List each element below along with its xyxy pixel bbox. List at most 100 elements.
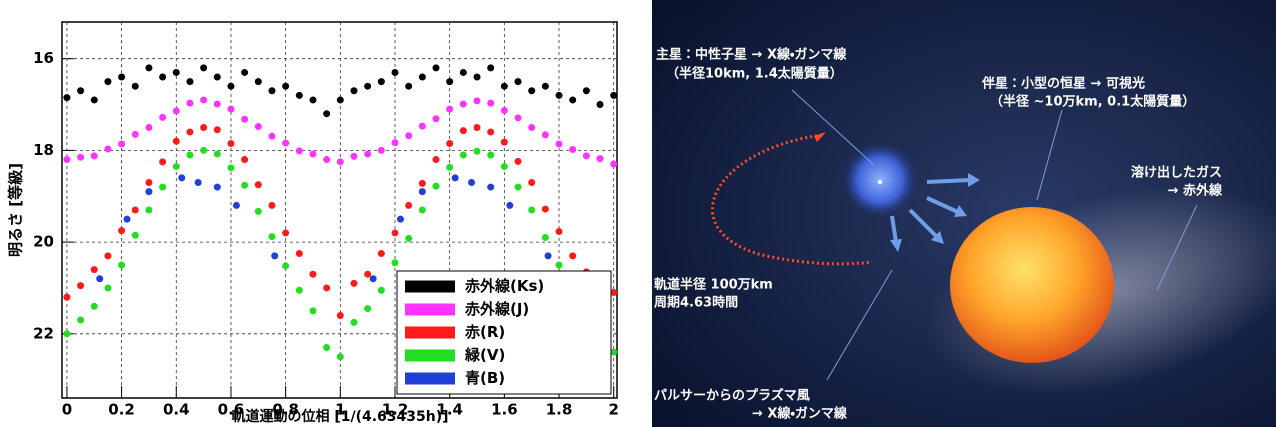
data-point (309, 151, 316, 158)
data-point (200, 124, 207, 131)
data-point (583, 87, 590, 94)
data-point (542, 83, 549, 90)
data-point (460, 69, 467, 76)
label-primary: 主星：中性子星 → X線・ガンマ線 (656, 47, 847, 63)
data-point (200, 147, 207, 154)
data-point (405, 83, 412, 90)
x-tick-label: 0 (62, 401, 72, 419)
data-point (542, 131, 549, 138)
y-tick-label: 20 (33, 233, 54, 251)
data-point (487, 151, 494, 158)
data-point (255, 208, 262, 215)
data-point (405, 202, 412, 209)
data-point (350, 280, 357, 287)
data-point (542, 234, 549, 241)
data-point (337, 96, 344, 103)
data-point (214, 151, 221, 158)
x-tick-label: 0.4 (163, 401, 190, 419)
data-point (446, 164, 453, 171)
data-point (255, 78, 262, 85)
data-point (378, 250, 385, 257)
data-point (419, 180, 426, 187)
data-point (392, 259, 399, 266)
data-point (556, 140, 563, 147)
label-orbit: 軌道半径 100万km (654, 277, 773, 293)
data-point (282, 262, 289, 269)
data-point (597, 155, 604, 162)
data-point (542, 206, 549, 213)
legend-swatch (405, 327, 455, 339)
data-point (468, 179, 475, 186)
data-point (460, 127, 467, 134)
data-point (227, 83, 234, 90)
data-point (569, 96, 576, 103)
data-point (104, 284, 111, 291)
data-point (186, 78, 193, 85)
data-point (433, 156, 440, 163)
data-point (487, 184, 494, 191)
label-companion-note: （半径 ~10万km, 0.1太陽質量） (990, 94, 1195, 110)
data-point (159, 114, 166, 121)
data-point (364, 271, 371, 278)
data-point (610, 92, 617, 99)
data-point (173, 163, 180, 170)
x-tick-label: 1.2 (382, 401, 409, 419)
legend-label: 青(B) (465, 369, 505, 387)
data-point (118, 140, 125, 147)
data-point (63, 156, 70, 163)
neutron-star-core (878, 180, 882, 184)
data-point (282, 229, 289, 236)
label-wind: パルサーからのプラズマ風 (654, 388, 810, 404)
x-tick-label: 1.8 (546, 401, 573, 419)
data-point (528, 87, 535, 94)
data-point (186, 151, 193, 158)
data-point (433, 64, 440, 71)
data-point (118, 227, 125, 234)
data-point (309, 271, 316, 278)
x-tick-label: 1.4 (436, 401, 463, 419)
data-point (487, 129, 494, 136)
data-point (515, 114, 522, 121)
data-point (583, 152, 590, 159)
data-point (392, 139, 399, 146)
y-tick-label: 22 (33, 324, 54, 342)
x-tick-label: 0.6 (218, 401, 245, 419)
light-curve-chart: 明るさ [等級] 軌道運動の位相 [1/(4.63435h)] 16182022… (0, 0, 640, 427)
data-point (104, 78, 111, 85)
legend-label: 緑(V) (464, 346, 505, 364)
data-point (501, 107, 508, 114)
data-point (241, 182, 248, 189)
label-primary-note: （半径10km, 1.4太陽質量） (666, 66, 843, 82)
x-tick-label: 0.8 (272, 401, 299, 419)
data-point (397, 216, 404, 223)
data-point (132, 131, 139, 138)
data-point (195, 179, 202, 186)
data-point (364, 305, 371, 312)
data-point (370, 275, 377, 282)
companion-star (950, 207, 1114, 363)
data-point (200, 96, 207, 103)
data-point (501, 83, 508, 90)
data-point (91, 303, 98, 310)
data-point (255, 123, 262, 130)
data-point (419, 123, 426, 130)
data-point (282, 140, 289, 147)
data-point (214, 101, 221, 108)
data-point (91, 266, 98, 273)
data-point (556, 228, 563, 235)
data-point (233, 202, 240, 209)
legend-swatch (405, 281, 455, 293)
data-point (460, 101, 467, 108)
x-tick-label: 1 (335, 401, 345, 419)
data-point (91, 96, 98, 103)
data-point (378, 147, 385, 154)
data-point (159, 184, 166, 191)
data-point (337, 312, 344, 319)
data-point (446, 106, 453, 113)
data-point (200, 64, 207, 71)
label-companion: 伴星：小型の恒星 → 可視光 (981, 76, 1145, 92)
data-point (433, 115, 440, 122)
data-point (528, 124, 535, 131)
data-point (173, 69, 180, 76)
data-point (145, 188, 152, 195)
